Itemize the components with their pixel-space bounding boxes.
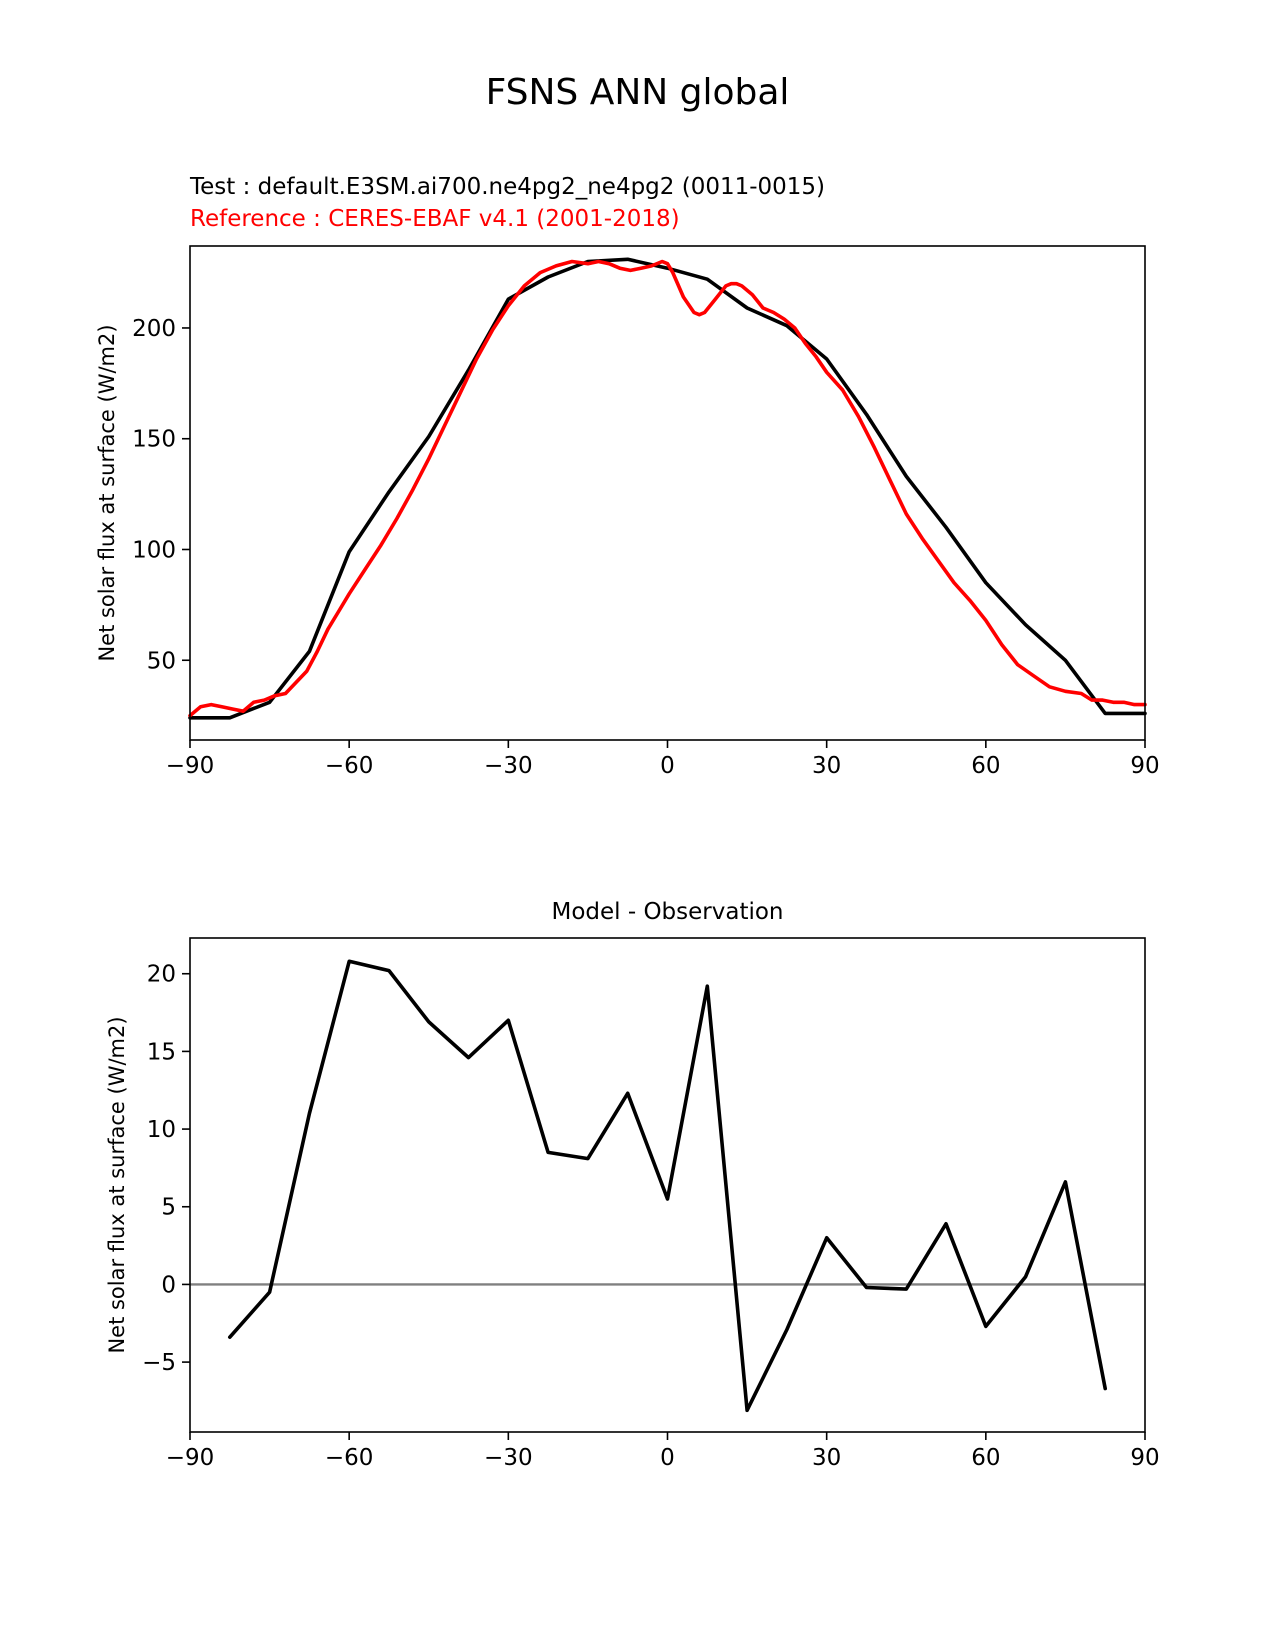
panel-1-x-tick-label: −90	[166, 753, 215, 779]
panel-2-x-tick-label: −30	[484, 1445, 533, 1471]
reference-label: Reference : CERES-EBAF v4.1 (2001-2018)	[190, 206, 680, 232]
panel-2-y-axis-label: Net solar flux at surface (W/m2)	[105, 1016, 129, 1353]
panel-1-x-tick-label: 30	[812, 753, 841, 779]
panel-2-x-tick-label: −60	[325, 1445, 374, 1471]
panel-1-x-tick-label: −30	[484, 753, 533, 779]
panel-1-y-tick-label: 50	[147, 648, 176, 674]
panel-1-x-tick-label: 60	[971, 753, 1000, 779]
figure-title: FSNS ANN global	[485, 72, 790, 113]
panel-2-y-tick-label: −5	[142, 1350, 176, 1376]
panel-2-y-tick-label: 10	[147, 1117, 176, 1143]
panel-2-series-1-line	[228, 959, 1107, 1413]
panel-1-y-tick-label: 200	[132, 316, 176, 342]
lower-plot-title: Model - Observation	[551, 899, 784, 925]
panel-1-y-tick-label: 100	[132, 537, 176, 563]
panel-1-y-axis-label: Net solar flux at surface (W/m2)	[95, 324, 119, 661]
panel-1-x-tick-label: −60	[325, 753, 374, 779]
panel-2-x-tick-label: 0	[660, 1445, 675, 1471]
panel-2-x-tick-label: 60	[971, 1445, 1000, 1471]
test-label: Test : default.E3SM.ai700.ne4pg2_ne4pg2 …	[190, 174, 826, 200]
panel-1-series-2-line	[188, 259, 1147, 718]
panel-1-y-tick-label: 150	[132, 427, 176, 453]
panel-2-x-tick-label: −90	[166, 1445, 215, 1471]
panel-1-axes-frame	[189, 245, 1146, 741]
panel-2-y-tick-label: 20	[147, 962, 176, 988]
panel-2-x-tick-label: 30	[812, 1445, 841, 1471]
panel-2-x-tick-label: 90	[1130, 1445, 1159, 1471]
panel-2-y-tick-label: 0	[161, 1272, 176, 1298]
panel-2-y-tick-label: 15	[147, 1039, 176, 1065]
panel-1-x-tick-label: 0	[660, 753, 675, 779]
panel-1-x-tick-label: 90	[1130, 753, 1159, 779]
panel-1-series-1-line	[188, 257, 1147, 720]
panel-2-axes-frame	[189, 937, 1146, 1433]
panel-2-y-tick-label: 5	[161, 1195, 176, 1221]
